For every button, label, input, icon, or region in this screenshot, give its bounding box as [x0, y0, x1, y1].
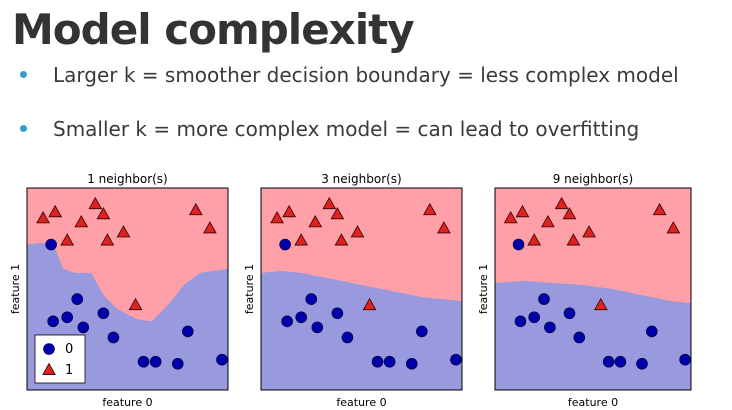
point-class-1	[350, 225, 365, 238]
point-class-0	[645, 325, 658, 338]
legend-box	[34, 334, 86, 384]
point-class-0	[405, 357, 418, 370]
point-class-0	[450, 353, 462, 366]
point-class-0	[97, 307, 110, 320]
point-class-0	[281, 315, 293, 328]
point-class-0	[61, 311, 73, 324]
point-class-0	[171, 357, 184, 370]
plot-frame	[494, 187, 692, 391]
point-class-1	[96, 206, 111, 220]
point-class-0	[341, 331, 354, 344]
plot-frame	[26, 187, 229, 391]
bullet-item: Larger k = smoother decision boundary = …	[20, 62, 679, 88]
point-class-1	[294, 233, 309, 246]
point-class-1	[541, 215, 555, 228]
point-class-1	[116, 225, 131, 238]
point-class-0	[383, 355, 396, 368]
point-class-1	[74, 215, 89, 228]
point-class-1	[270, 210, 284, 224]
y-axis-label: feature 1	[477, 264, 490, 314]
point-class-1	[282, 204, 296, 218]
point-class-0	[305, 293, 318, 305]
x-axis-label: feature 0	[568, 396, 618, 409]
point-class-0	[602, 355, 615, 368]
point-class-1	[36, 210, 50, 224]
point-class-1	[188, 202, 203, 216]
point-class-1	[330, 206, 345, 220]
point-class-0	[149, 355, 162, 368]
point-class-0	[295, 311, 308, 324]
point-class-1	[652, 202, 667, 216]
point-class-0	[137, 355, 150, 368]
point-class-0	[679, 353, 691, 366]
point-class-0	[47, 315, 59, 328]
point-class-0	[331, 307, 344, 320]
point-class-1	[203, 221, 217, 234]
point-class-0	[371, 355, 384, 368]
point-class-0	[514, 315, 527, 328]
point-class-0	[512, 238, 525, 251]
x-axis-label: feature 0	[102, 396, 152, 409]
x-axis-label: feature 0	[336, 396, 386, 409]
plot-frame	[260, 187, 463, 391]
bullet-dot-icon	[20, 125, 27, 132]
point-class-1	[100, 233, 115, 246]
point-class-1	[666, 221, 681, 234]
chart-title: 1 neighbor(s)	[87, 172, 168, 186]
chart-title: 3 neighbor(s)	[321, 172, 402, 186]
point-class-0	[216, 353, 228, 366]
point-class-1	[128, 297, 143, 311]
point-class-0	[415, 325, 428, 338]
point-class-1	[308, 215, 323, 228]
point-class-0	[279, 238, 291, 251]
point-class-0	[71, 293, 84, 305]
y-axis-label: feature 1	[9, 264, 22, 314]
point-class-1	[562, 206, 577, 220]
point-class-0	[528, 311, 541, 324]
chart-title: 9 neighbor(s)	[553, 172, 634, 186]
point-class-1	[88, 196, 103, 210]
point-class-1	[362, 297, 377, 311]
point-class-0	[614, 355, 627, 368]
slide-title: Model complexity	[12, 5, 415, 54]
point-class-1	[60, 233, 75, 246]
legend-label: 0	[65, 342, 73, 357]
point-class-0	[77, 321, 90, 334]
point-class-1	[554, 196, 569, 210]
legend-marker-1	[42, 362, 56, 375]
bullet-text: Smaller k = more complex model = can lea…	[53, 117, 640, 141]
point-class-0	[563, 307, 576, 320]
point-class-1	[527, 233, 542, 246]
legend-marker-0	[43, 343, 55, 355]
point-class-1	[322, 196, 337, 210]
bullet-item: Smaller k = more complex model = can lea…	[20, 116, 639, 142]
bullet-text: Larger k = smoother decision boundary = …	[53, 63, 679, 87]
point-class-1	[515, 204, 530, 218]
point-class-1	[593, 297, 608, 311]
point-class-1	[334, 233, 349, 246]
y-axis-label: feature 1	[243, 264, 256, 314]
point-class-0	[107, 331, 120, 344]
point-class-1	[437, 221, 451, 234]
point-class-1	[566, 233, 581, 246]
point-class-0	[45, 238, 57, 251]
point-class-0	[311, 321, 324, 334]
bullet-dot-icon	[20, 71, 27, 78]
point-class-0	[636, 357, 648, 370]
point-class-0	[544, 321, 556, 334]
point-class-0	[573, 331, 586, 344]
legend-label: 1	[65, 363, 73, 378]
point-class-1	[48, 204, 62, 218]
knn-charts: 1 neighbor(s) feature 0 feature 1 0 1 3 neigh…	[9, 172, 692, 409]
point-class-1	[582, 225, 596, 238]
point-class-1	[422, 202, 437, 216]
point-class-0	[538, 293, 550, 305]
point-class-1	[503, 210, 518, 224]
point-class-0	[182, 325, 194, 338]
